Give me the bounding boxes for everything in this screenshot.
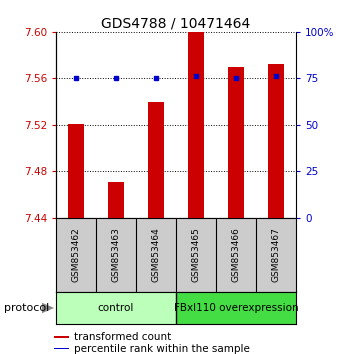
Text: percentile rank within the sample: percentile rank within the sample xyxy=(74,344,250,354)
Title: GDS4788 / 10471464: GDS4788 / 10471464 xyxy=(101,17,251,31)
Bar xyxy=(54,348,69,349)
Text: GSM853467: GSM853467 xyxy=(271,227,280,282)
Bar xyxy=(188,32,204,218)
Bar xyxy=(268,64,284,218)
Text: GSM853462: GSM853462 xyxy=(71,228,81,282)
Text: GSM853464: GSM853464 xyxy=(152,228,161,282)
Bar xyxy=(54,336,69,338)
Text: GSM853466: GSM853466 xyxy=(231,227,240,282)
Bar xyxy=(56,292,176,324)
Bar xyxy=(148,102,164,218)
Polygon shape xyxy=(42,303,54,313)
Text: transformed count: transformed count xyxy=(74,332,171,342)
Text: FBxl110 overexpression: FBxl110 overexpression xyxy=(174,303,298,313)
Bar xyxy=(68,124,84,218)
Bar xyxy=(228,67,244,218)
Text: protocol: protocol xyxy=(4,303,49,313)
Bar xyxy=(108,182,124,218)
Text: control: control xyxy=(98,303,134,313)
Bar xyxy=(176,292,296,324)
Text: GSM853463: GSM853463 xyxy=(112,227,121,282)
Text: GSM853465: GSM853465 xyxy=(191,227,200,282)
